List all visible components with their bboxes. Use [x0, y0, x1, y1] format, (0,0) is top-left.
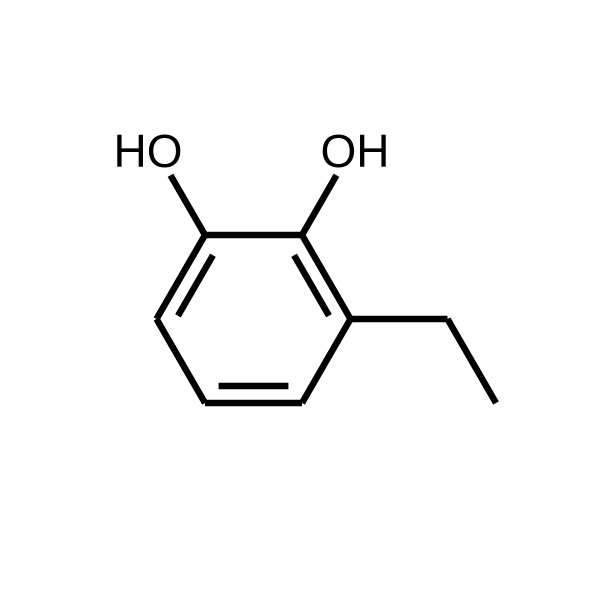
- atom-label: HO: [114, 125, 183, 177]
- atom-label: OH: [321, 125, 390, 177]
- bond-layer: [157, 175, 497, 403]
- molecule-diagram: HO OH: [0, 0, 600, 600]
- label-layer: HO OH: [114, 125, 390, 177]
